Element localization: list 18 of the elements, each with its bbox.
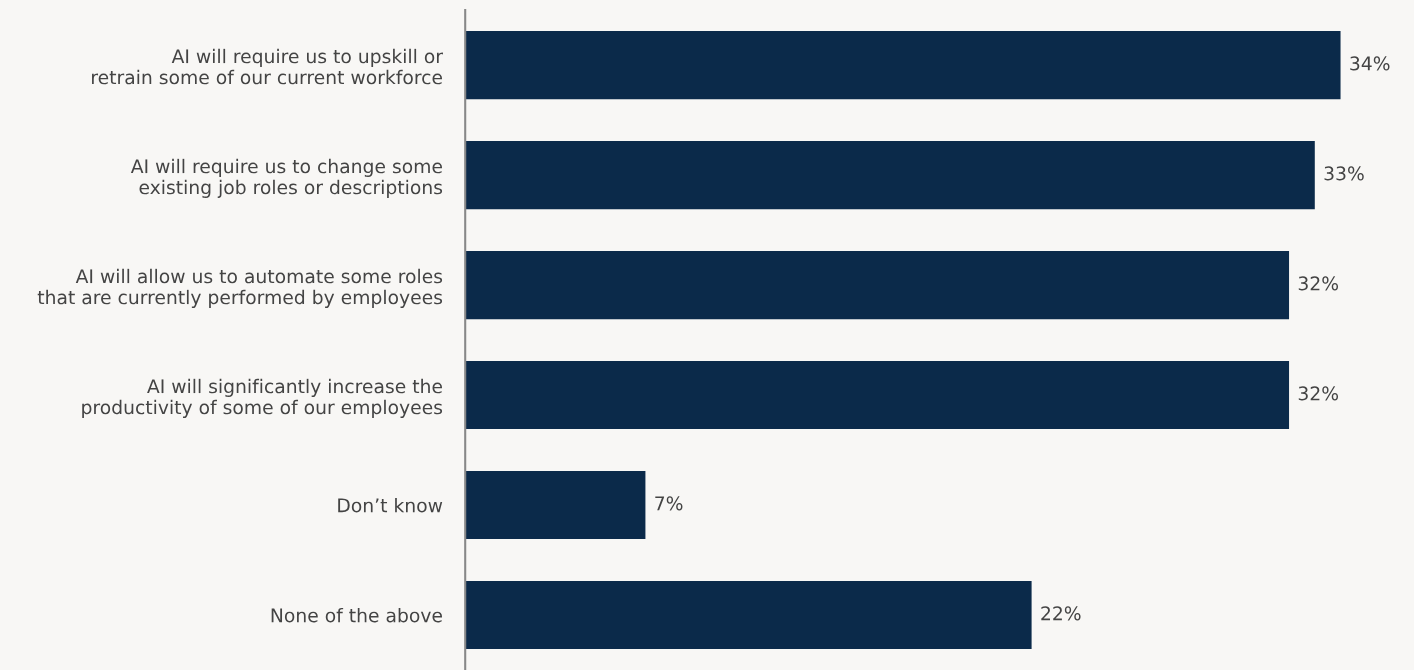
bar [465, 30, 1341, 100]
y-tick-label: AI will allow us to automate some roles that are currently performed by employees [37, 268, 443, 308]
y-tick-label: AI will require us to upskill or retrain some of our current workforce [92, 48, 443, 85]
data-label: 32% [1298, 276, 1339, 291]
y-tick-label: AI will significantly increase the productivity of some of our employees [82, 378, 443, 418]
bar [465, 580, 1032, 650]
y-tick-label: AI will require us to change some existing job roles or descriptions [130, 158, 443, 198]
data-label: 33% [1324, 166, 1364, 181]
bar [465, 140, 1315, 210]
data-label: 32% [1298, 386, 1339, 401]
bar [465, 360, 1290, 430]
y-tick-label: Don’t know [338, 497, 443, 513]
y-tick-label: None of the above [271, 607, 442, 623]
data-label: 34% [1350, 56, 1390, 71]
data-label: 7% [655, 496, 683, 511]
bar [465, 470, 646, 540]
bar [465, 250, 1290, 320]
data-label: 22% [1041, 606, 1081, 621]
